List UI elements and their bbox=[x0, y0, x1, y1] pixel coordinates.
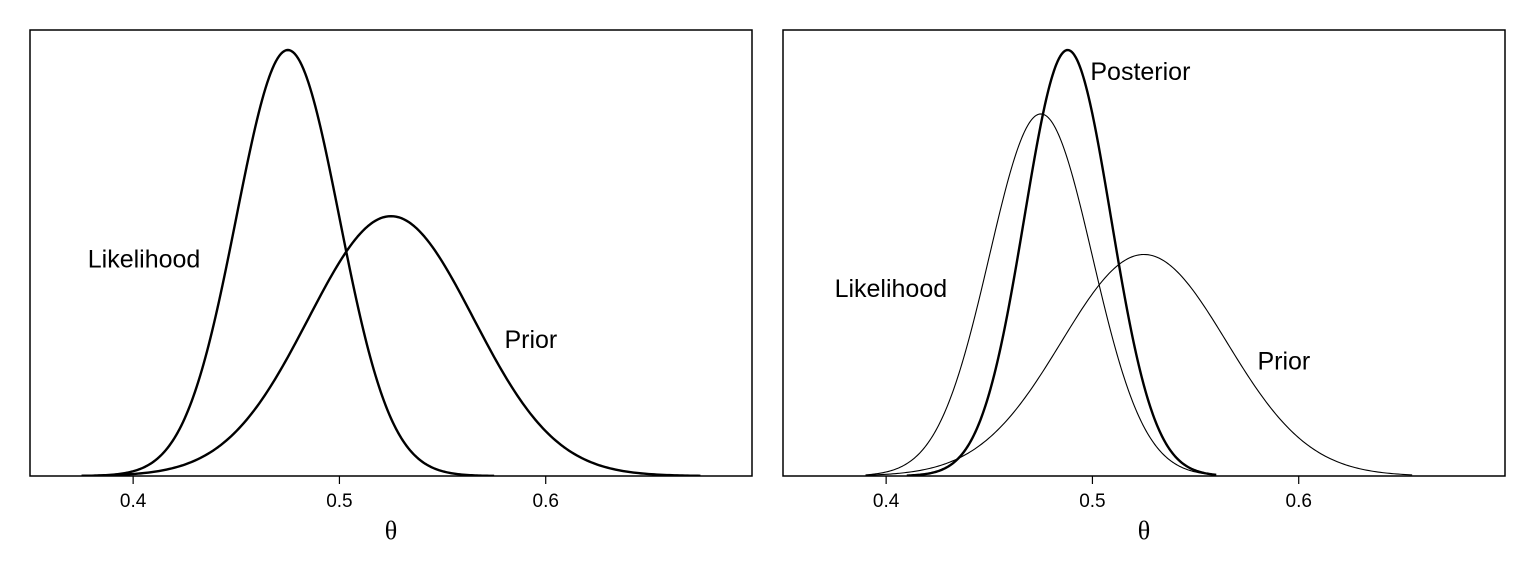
x-tick-label: 0.6 bbox=[533, 491, 559, 512]
curve-label-likelihood: Likelihood bbox=[88, 245, 201, 273]
x-tick-label: 0.5 bbox=[1079, 491, 1105, 512]
x-tick-label: 0.6 bbox=[1286, 491, 1312, 512]
curve-label-prior: Prior bbox=[504, 326, 557, 354]
series-likelihood-line bbox=[81, 48, 495, 476]
x-axis-title: θ bbox=[385, 516, 397, 545]
series-prior-line bbox=[865, 253, 1413, 476]
panel-2: 0.4 0.5 0.6 θ Posterior Likelihood Prior bbox=[782, 29, 1506, 545]
series-prior-line bbox=[81, 214, 701, 476]
x-tick-label: 0.5 bbox=[326, 491, 352, 512]
x-tick-label: 0.4 bbox=[120, 491, 147, 512]
curve-label-prior: Prior bbox=[1257, 348, 1310, 376]
x-axis-title: θ bbox=[1138, 516, 1150, 545]
series-likelihood-line bbox=[865, 113, 1217, 476]
x-tick-label: 0.4 bbox=[873, 491, 900, 512]
curve-label-likelihood: Likelihood bbox=[835, 275, 948, 303]
plot-frame bbox=[782, 29, 1506, 477]
panel-1: 0.4 0.5 0.6 θ Likelihood Prior bbox=[29, 29, 753, 545]
plot-frame bbox=[29, 29, 753, 477]
curve-label-posterior: Posterior bbox=[1090, 58, 1190, 86]
